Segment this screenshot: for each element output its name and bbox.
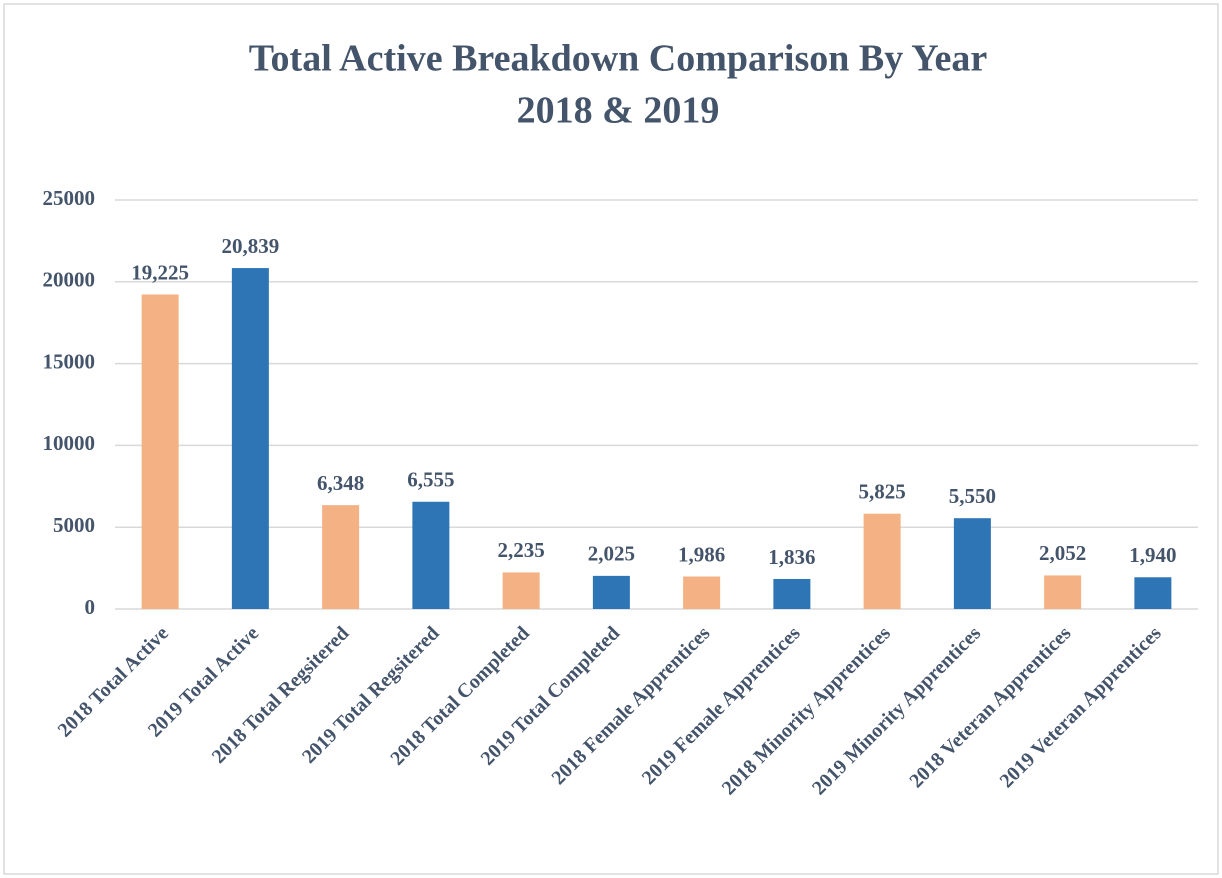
value-label: 1,986: [678, 542, 725, 566]
value-label: 2,025: [588, 542, 635, 566]
bar: [231, 268, 269, 609]
chart-subtitle: 2018 & 2019: [517, 90, 720, 132]
bar: [683, 576, 721, 609]
bar: [953, 518, 991, 609]
value-label: 1,836: [768, 545, 815, 569]
value-label: 2,235: [498, 538, 545, 562]
value-label: 5,550: [949, 484, 996, 508]
bar: [863, 513, 901, 609]
value-label: 19,225: [131, 260, 189, 284]
bar: [412, 501, 450, 609]
y-tick-label: 0: [85, 595, 96, 619]
chart-frame: [3, 3, 1219, 875]
y-tick-label: 15000: [43, 349, 96, 373]
chart-title: Total Active Breakdown Comparison By Yea…: [249, 38, 988, 80]
y-tick-label: 25000: [43, 186, 96, 210]
bar: [502, 572, 540, 609]
bar: [592, 575, 630, 609]
bar: [773, 578, 811, 609]
value-label: 6,348: [317, 471, 364, 495]
value-label: 2,052: [1039, 541, 1086, 565]
bar: [141, 294, 179, 609]
bar: [1044, 575, 1082, 609]
value-label: 5,825: [859, 480, 906, 504]
value-label: 20,839: [222, 234, 280, 258]
y-tick-label: 5000: [53, 513, 95, 537]
bar: [322, 505, 360, 609]
bar: [1134, 577, 1172, 609]
y-tick-label: 10000: [43, 431, 96, 455]
y-tick-label: 20000: [43, 268, 96, 292]
value-label: 1,940: [1129, 543, 1176, 567]
value-label: 6,555: [407, 468, 454, 492]
